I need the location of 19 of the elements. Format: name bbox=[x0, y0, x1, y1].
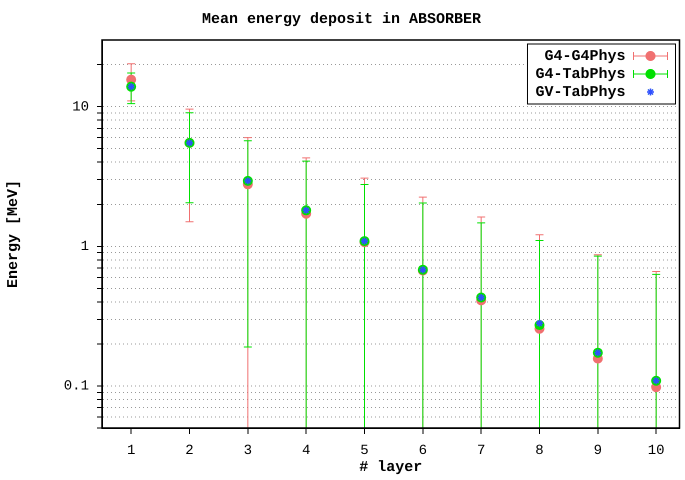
x-tick-label: 7 bbox=[476, 443, 486, 460]
y-tick-label: 0.1 bbox=[64, 378, 89, 395]
x-tick-label: 3 bbox=[244, 443, 252, 460]
x-tick-label: 4 bbox=[302, 443, 310, 460]
x-tick-label: 10 bbox=[648, 443, 665, 460]
x-tick-label: 6 bbox=[418, 443, 428, 460]
x-tick-label: 1 bbox=[126, 443, 136, 460]
legend-label: GV-TabPhys bbox=[535, 84, 626, 101]
chart-title: Mean energy deposit in ABSORBER bbox=[202, 10, 482, 28]
x-axis-title: # layer bbox=[359, 458, 422, 476]
x-tick-label: 9 bbox=[594, 443, 602, 460]
y-tick-label: 1 bbox=[80, 239, 89, 255]
legend-label: G4-TabPhys bbox=[535, 66, 626, 83]
legend-label: G4-G4Phys bbox=[544, 48, 626, 65]
x-tick-label: 5 bbox=[360, 443, 369, 460]
x-tick-label: 2 bbox=[185, 443, 194, 460]
y-axis-title: Energy [MeV] bbox=[4, 180, 22, 288]
y-tick-label: 10 bbox=[72, 99, 89, 116]
x-tick-label: 8 bbox=[535, 443, 544, 460]
